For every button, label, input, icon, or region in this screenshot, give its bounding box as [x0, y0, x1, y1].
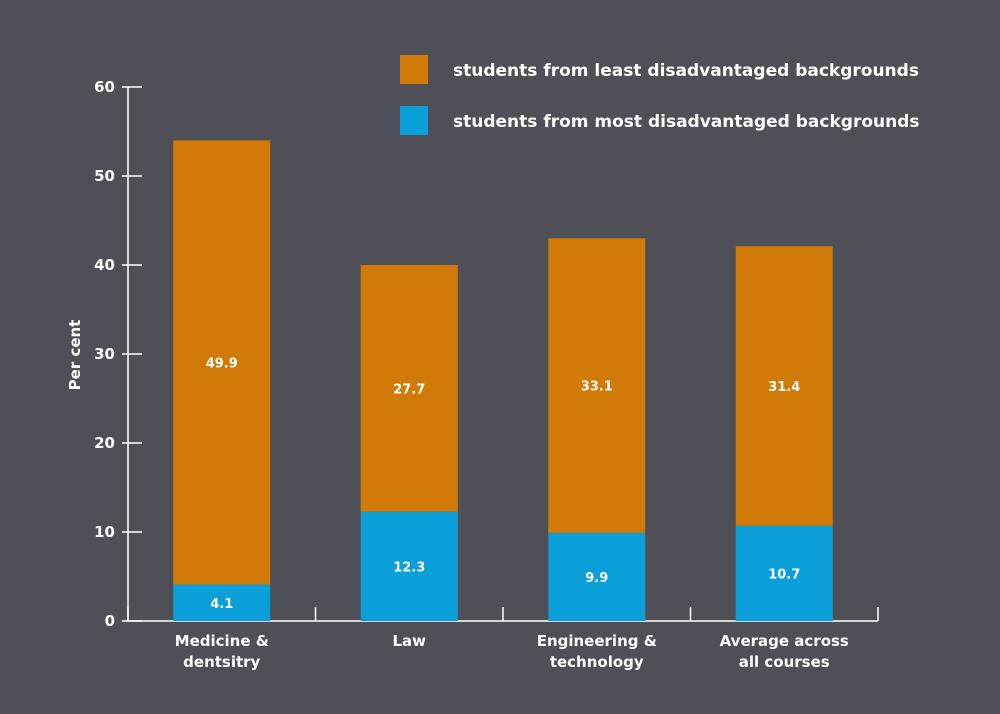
data-label: 27.7 — [393, 382, 425, 397]
bars — [173, 140, 833, 621]
bar-segment — [548, 532, 646, 621]
category-label: all courses — [739, 653, 830, 671]
y-tick-label: 60 — [94, 78, 115, 96]
category-label: Engineering & — [537, 632, 657, 650]
category-label: Law — [392, 632, 426, 650]
category-label: dentsitry — [183, 653, 260, 671]
bar-segment — [548, 238, 646, 533]
bar-segment — [735, 525, 833, 621]
y-tick-label: 30 — [94, 345, 115, 363]
data-label: 31.4 — [768, 380, 800, 395]
category-label: technology — [550, 653, 644, 671]
bar-segment — [173, 140, 271, 585]
data-label: 33.1 — [581, 380, 613, 395]
data-label: 12.3 — [393, 560, 425, 575]
bar-segment — [173, 584, 271, 621]
data-label: 4.1 — [210, 597, 233, 612]
legend-swatch — [400, 106, 428, 135]
y-tick-label: 50 — [94, 167, 115, 185]
labels: 4.1 49.9 Medicine & dentsitry 12.3 27.7 Law 9.9… — [175, 356, 849, 671]
legend-label: students from most disadvantaged backgro… — [453, 112, 920, 132]
bar-segment — [360, 265, 458, 512]
legend-swatch — [400, 55, 428, 84]
data-label: 10.7 — [768, 567, 800, 582]
y-tick-label: 10 — [94, 523, 115, 541]
legend: students from least disadvantaged backgr… — [400, 55, 920, 135]
legend-label: students from least disadvantaged backgr… — [453, 61, 919, 81]
category-label: Average across — [720, 632, 849, 650]
bar-segment — [735, 246, 833, 526]
data-label: 49.9 — [206, 356, 238, 371]
data-label: 9.9 — [585, 571, 608, 586]
y-tick-label: 20 — [94, 434, 115, 452]
category-label: Medicine & — [175, 632, 269, 650]
y-tick-label: 40 — [94, 256, 115, 274]
y-axis-title: Per cent — [66, 320, 84, 391]
y-tick-label: 0 — [105, 612, 115, 630]
bar-segment — [360, 511, 458, 621]
